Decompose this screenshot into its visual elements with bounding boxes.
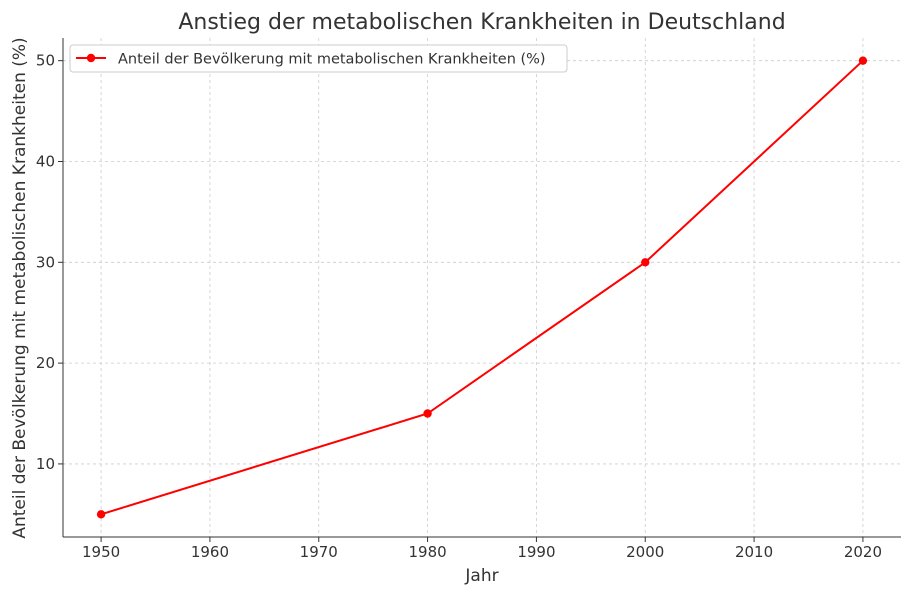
grid <box>63 38 901 537</box>
legend: Anteil der Bevölkerung mit metabolischen… <box>69 44 568 73</box>
x-tick-label: 2020 <box>844 543 882 561</box>
x-tick-label: 1990 <box>517 543 555 561</box>
x-axis-label: Jahr <box>464 566 498 586</box>
x-tick-label: 1980 <box>408 543 446 561</box>
data-point <box>96 510 106 519</box>
y-tick-label: 50 <box>36 52 55 70</box>
y-tick-label: 40 <box>36 152 55 170</box>
ticks: 1950 1960 1970 1980 1990 2000 2010 2020 10 20 30 40… <box>36 52 882 561</box>
data-point <box>641 258 650 267</box>
legend-marker <box>86 53 96 63</box>
x-tick-label: 1970 <box>300 543 338 561</box>
x-tick-label: 2000 <box>626 543 664 561</box>
x-tick-label: 1950 <box>82 543 120 561</box>
axes <box>62 38 901 538</box>
data-point <box>423 409 432 418</box>
data-point <box>858 56 868 65</box>
x-tick-label: 2010 <box>735 543 773 561</box>
series-line <box>100 59 864 516</box>
y-tick-label: 10 <box>36 455 55 473</box>
chart-title: Anstieg der metabolischen Krankheiten in… <box>178 10 785 35</box>
legend-box <box>69 44 568 73</box>
legend-label: Anteil der Bevölkerung mit metabolischen… <box>118 52 546 68</box>
series <box>96 56 868 519</box>
x-tick-label: 1960 <box>191 543 229 561</box>
y-tick-label: 20 <box>36 354 55 372</box>
y-tick-label: 30 <box>36 253 55 271</box>
y-axis-label: Anteil der Bevölkerung mit metabolischen… <box>10 37 30 538</box>
